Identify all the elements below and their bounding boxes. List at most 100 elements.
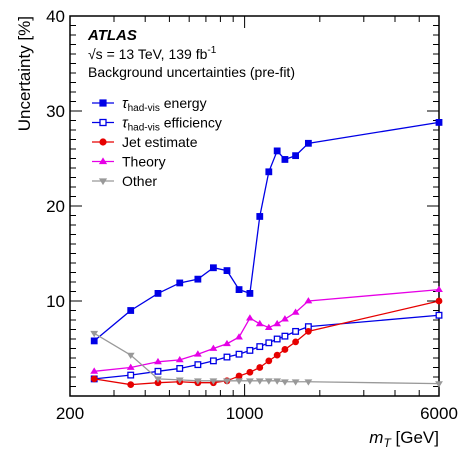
data-point [256, 364, 264, 371]
energy-label-exp: -1 [207, 45, 216, 56]
data-point [90, 337, 98, 345]
data-point [265, 339, 273, 347]
legend-marker [99, 118, 107, 127]
series-line [93, 121, 440, 342]
series-layer [90, 119, 443, 388]
subtitle-label: Background uncertainties (pre-fit) [88, 64, 295, 80]
series-1 [90, 311, 443, 383]
data-point [281, 379, 289, 386]
axis-ticks [69, 15, 440, 397]
x-tick-label: 200 [56, 404, 84, 423]
legend-marker [99, 138, 107, 146]
data-point [246, 314, 254, 321]
data-point [223, 353, 231, 361]
data-point [235, 350, 243, 358]
energy-label: √s = 13 TeV, 139 fb-1 [88, 45, 217, 62]
legend-label: Jet estimate [122, 134, 198, 150]
data-point [246, 378, 254, 385]
legend-label-symbol: τ [122, 115, 129, 132]
data-point [256, 213, 264, 220]
data-point [273, 351, 281, 359]
x-axis-title-sub: T [383, 436, 392, 450]
data-point [246, 346, 254, 354]
legend-label-sub: had-vis [128, 103, 160, 114]
data-point [209, 264, 217, 272]
data-point [435, 285, 443, 292]
data-point [127, 307, 135, 314]
legend-label-symbol: τ [122, 95, 129, 112]
data-point [435, 119, 443, 126]
atlas-label: ATLAS [87, 27, 137, 44]
data-point [235, 286, 243, 293]
data-point [175, 377, 184, 384]
data-point [304, 379, 313, 386]
data-point [193, 378, 202, 385]
data-point [265, 168, 273, 176]
data-point [292, 327, 300, 335]
legend-label-sub: had-vis [128, 123, 160, 134]
data-point [154, 376, 162, 383]
data-point [304, 328, 312, 335]
data-point [176, 279, 184, 287]
data-point [154, 357, 162, 365]
data-point [90, 330, 99, 338]
legend-label-rest: energy [160, 95, 207, 111]
data-point [265, 357, 273, 365]
y-tick-label: 40 [46, 7, 65, 26]
data-point [292, 338, 300, 346]
data-point [209, 357, 217, 365]
data-point [291, 308, 300, 315]
data-point [154, 290, 162, 297]
data-point [292, 152, 300, 160]
data-point [281, 346, 289, 353]
y-tick-label: 20 [46, 197, 65, 216]
data-point [255, 319, 264, 327]
data-point [273, 147, 281, 155]
data-point [193, 350, 202, 357]
data-point [281, 156, 289, 163]
data-point [435, 381, 443, 388]
legend-label: Other [122, 173, 157, 189]
data-point [304, 297, 313, 304]
data-point [235, 378, 243, 385]
data-point [281, 315, 289, 322]
data-point [273, 335, 281, 343]
data-point [235, 372, 243, 380]
series-line [93, 332, 440, 385]
x-axis-title: mT [GeV] [369, 428, 439, 450]
legend-label-rest: efficiency [160, 115, 222, 131]
data-point [304, 139, 312, 147]
legend-label: Theory [122, 154, 166, 170]
data-point [126, 363, 135, 370]
series-line [94, 300, 440, 386]
series-4 [90, 330, 443, 388]
data-point [90, 367, 99, 374]
x-tick-label: 1000 [226, 404, 264, 423]
y-axis-title: Uncertainty [%] [15, 16, 34, 131]
data-point [435, 297, 443, 305]
legend-label: τhad-vis energy [122, 95, 207, 114]
series-3 [90, 285, 443, 374]
legend-marker [98, 157, 108, 165]
data-point [223, 339, 231, 347]
y-tick-label: 10 [46, 292, 65, 311]
legend-item: τhad-vis efficiency [92, 115, 222, 134]
axis-tick-labels: 10 20 30 40 200 1000 6000 [46, 7, 458, 423]
legend-marker [99, 99, 107, 107]
series-line [94, 288, 440, 372]
data-point [281, 332, 289, 340]
legend-item: Theory [92, 154, 166, 170]
data-point [246, 290, 254, 297]
legend-label: τhad-vis efficiency [122, 115, 222, 134]
legend-marker [98, 178, 108, 186]
data-point [264, 323, 273, 330]
data-point [264, 378, 273, 385]
data-point [256, 343, 264, 351]
data-point [209, 378, 218, 385]
series-line [94, 314, 440, 380]
legend-item: Other [92, 173, 157, 189]
data-point [235, 333, 243, 340]
data-point [194, 361, 202, 369]
